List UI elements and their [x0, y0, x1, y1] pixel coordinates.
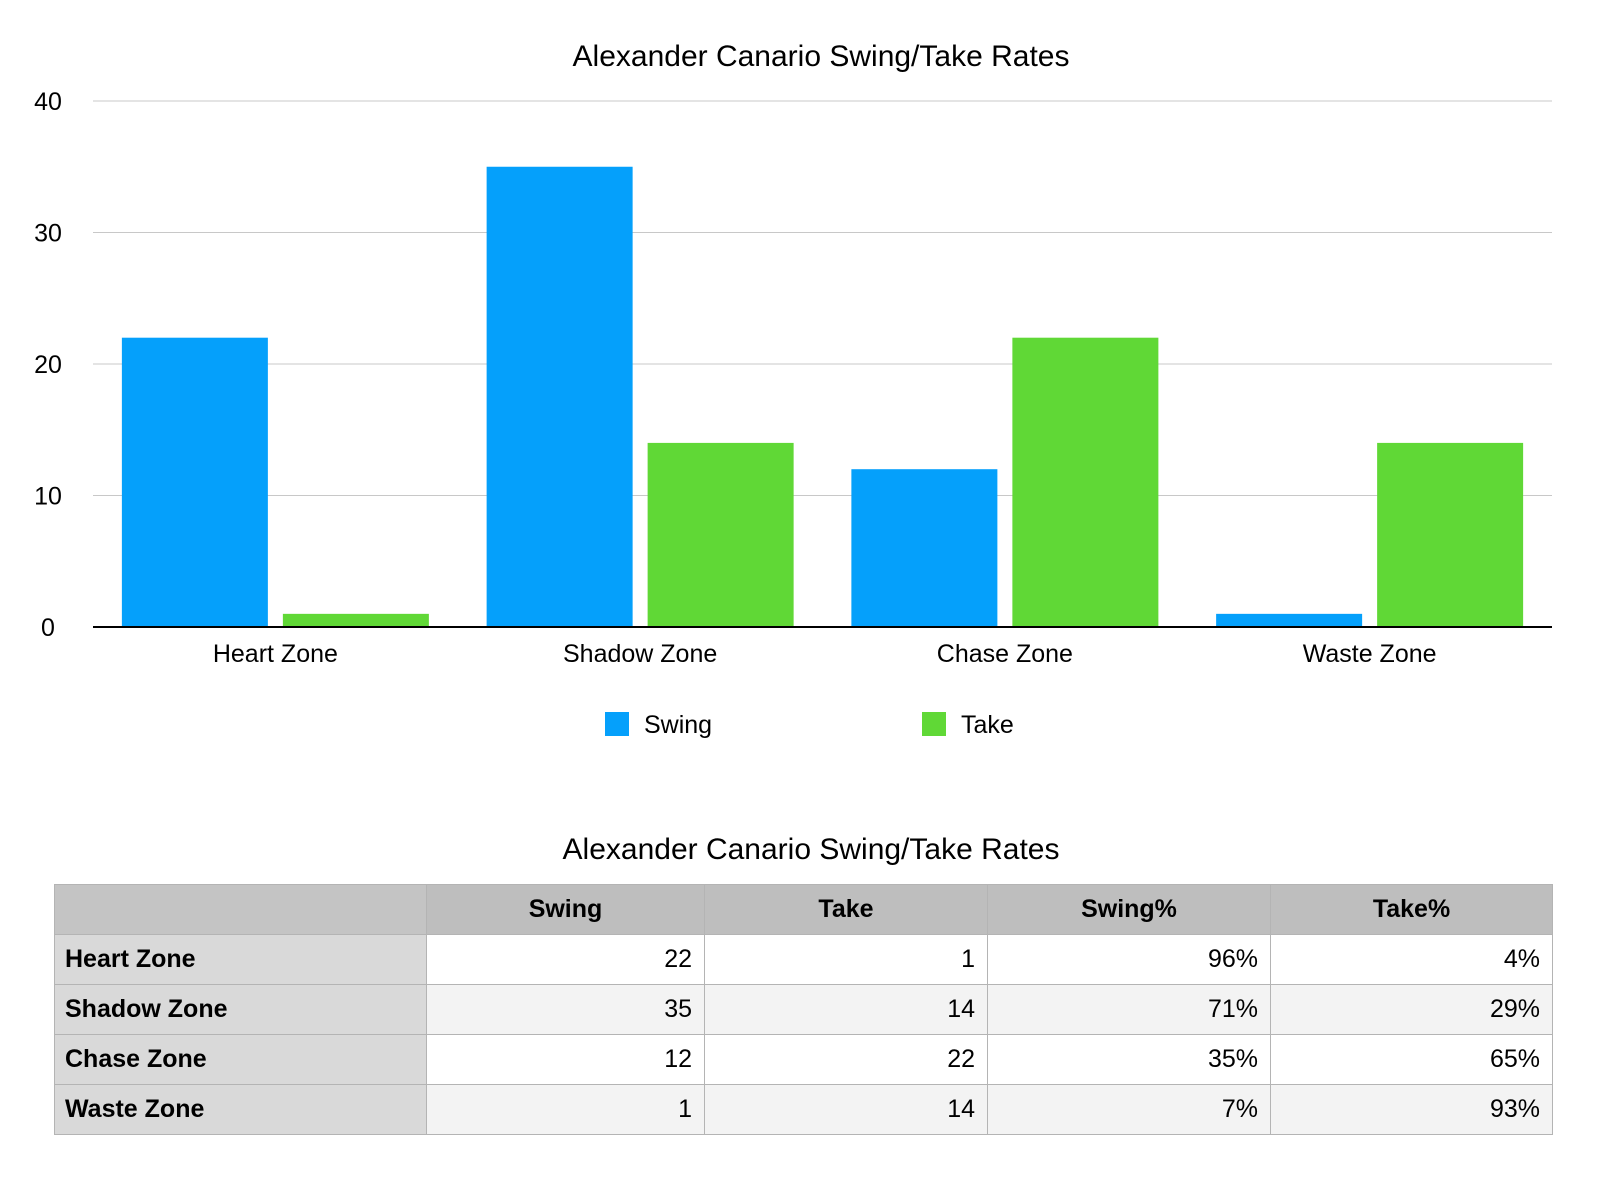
column-header-take: Take	[704, 884, 988, 935]
cell-take: 22	[704, 1034, 988, 1085]
bar-swing-chase-zone	[851, 469, 998, 627]
bar-swing-heart-zone	[121, 337, 268, 627]
table-row: Chase Zone 12 22 35% 65%	[54, 1034, 1553, 1085]
y-tick-label: 0	[41, 614, 55, 642]
cell-take: 14	[704, 984, 988, 1035]
gridlines	[93, 100, 1552, 496]
x-tick-label: Heart Zone	[213, 640, 338, 668]
cell-swing: 35	[426, 984, 705, 1035]
cell-swing-pct: 35%	[987, 1034, 1271, 1085]
cell-swing-pct: 96%	[987, 934, 1271, 985]
cell-take-pct: 4%	[1270, 934, 1553, 985]
table-row: Waste Zone 1 14 7% 93%	[54, 1084, 1553, 1135]
column-header-swing-pct: Swing%	[987, 884, 1271, 935]
row-label: Shadow Zone	[54, 984, 427, 1035]
cell-take-pct: 29%	[1270, 984, 1553, 1035]
row-label: Waste Zone	[54, 1084, 427, 1135]
bar-take-chase-zone	[1012, 337, 1159, 627]
bar-swing-waste-zone	[1216, 613, 1363, 627]
legend-label-take: Take	[961, 711, 1014, 739]
x-tick-label: Shadow Zone	[563, 640, 717, 668]
chart-title: Alexander Canario Swing/Take Rates	[573, 40, 1070, 73]
x-tick-label: Waste Zone	[1303, 640, 1437, 668]
table-title: Alexander Canario Swing/Take Rates	[562, 833, 1060, 866]
y-tick-label: 20	[34, 351, 62, 379]
y-tick-label: 10	[34, 483, 62, 511]
legend-swatch-take	[922, 712, 946, 736]
cell-take-pct: 65%	[1270, 1034, 1553, 1085]
y-axis-ticks: 0 10 20 30 40	[34, 88, 62, 642]
row-label: Chase Zone	[54, 1034, 427, 1085]
column-header-swing: Swing	[426, 884, 705, 935]
bar-swing-shadow-zone	[486, 166, 633, 627]
data-table: Swing Take Swing% Take% Heart Zone 22 1 …	[54, 884, 1553, 1135]
legend-label-swing: Swing	[644, 711, 712, 739]
x-axis-labels: Heart Zone Shadow Zone Chase Zone Waste Zon…	[213, 640, 1437, 668]
cell-take: 1	[704, 934, 988, 985]
bar-chart: Alexander Canario Swing/Take Rates 0 10 20…	[34, 40, 1552, 739]
legend: Swing Take	[605, 711, 1014, 739]
y-tick-label: 40	[34, 88, 62, 116]
cell-take-pct: 93%	[1270, 1084, 1553, 1135]
cell-swing: 1	[426, 1084, 705, 1135]
row-label: Heart Zone	[54, 934, 427, 985]
table-row: Shadow Zone 35 14 71% 29%	[54, 984, 1553, 1035]
cell-take: 14	[704, 1084, 988, 1135]
legend-swatch-swing	[605, 712, 629, 736]
cell-swing-pct: 71%	[987, 984, 1271, 1035]
column-header-corner	[54, 884, 427, 935]
x-tick-label: Chase Zone	[937, 640, 1073, 668]
table-row: Heart Zone 22 1 96% 4%	[54, 934, 1553, 985]
cell-swing-pct: 7%	[987, 1084, 1271, 1135]
bar-take-heart-zone	[282, 613, 429, 627]
cell-swing: 12	[426, 1034, 705, 1085]
bar-take-shadow-zone	[647, 442, 794, 627]
y-tick-label: 30	[34, 220, 62, 248]
cell-swing: 22	[426, 934, 705, 985]
bar-take-waste-zone	[1377, 442, 1524, 627]
column-header-take-pct: Take%	[1270, 884, 1553, 935]
bars	[121, 166, 1524, 627]
table-header-row: Swing Take Swing% Take%	[54, 884, 1553, 935]
